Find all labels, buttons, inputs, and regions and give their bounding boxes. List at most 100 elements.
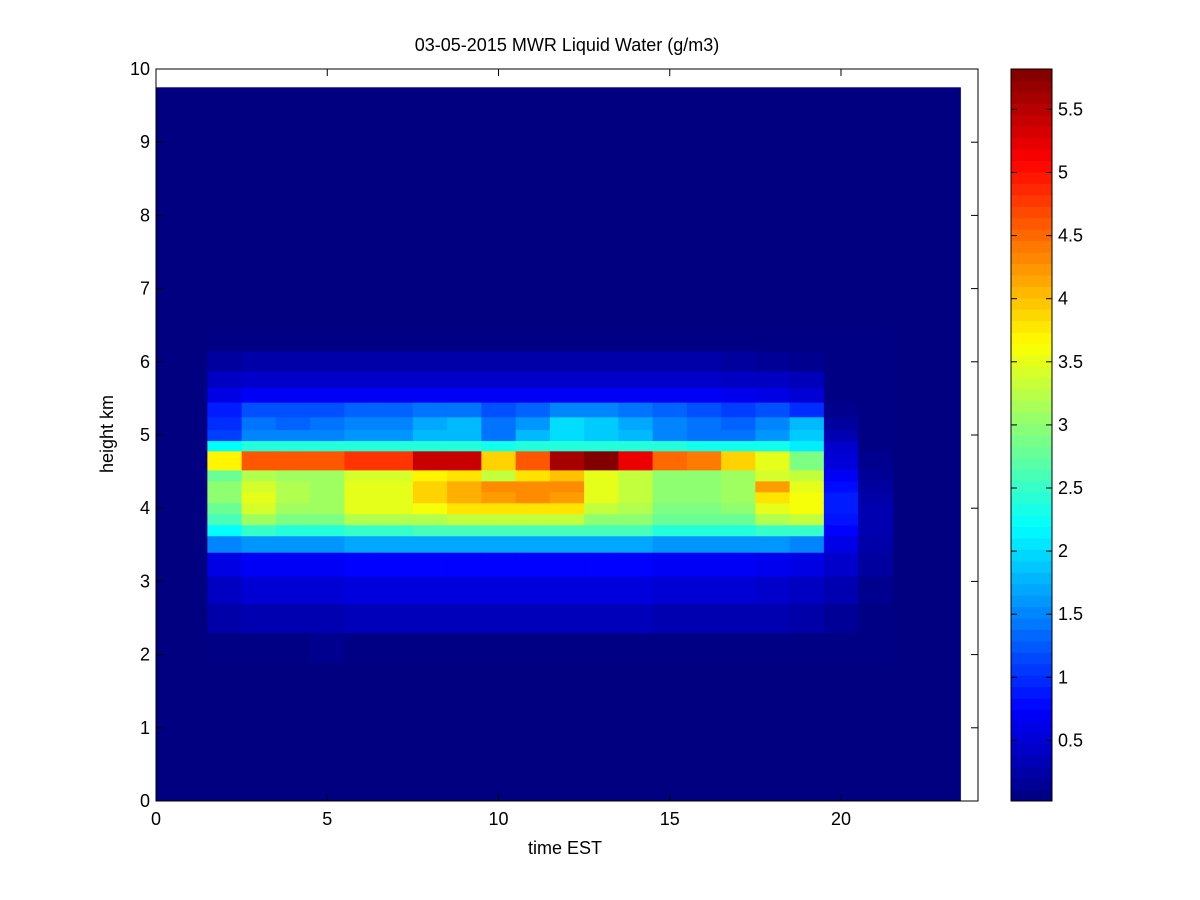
heatmap-cell [721, 575, 756, 604]
heatmap-cell [412, 387, 448, 403]
heatmap-cell [412, 603, 448, 634]
heatmap-cell [481, 513, 517, 526]
heatmap-cell [447, 429, 482, 442]
colorbar-swatch [1011, 663, 1052, 676]
heatmap-cell [549, 429, 585, 442]
x-tick-label: 20 [831, 809, 851, 829]
heatmap-cell [755, 603, 791, 634]
heatmap-cell [207, 328, 243, 352]
heatmap-cell [481, 603, 517, 634]
colorbar-tick-label: 5 [1058, 162, 1068, 182]
heatmap-cell [686, 370, 722, 389]
heatmap-cell [310, 502, 345, 515]
heatmap-cell [686, 575, 722, 604]
heatmap-cell [858, 575, 893, 604]
heatmap-cell [481, 502, 517, 515]
heatmap-cell [584, 416, 619, 431]
colorbar-swatch [1011, 480, 1052, 493]
heatmap-cell [549, 535, 585, 553]
heatmap-cell [789, 370, 825, 389]
y-tick-label: 4 [140, 498, 150, 518]
heatmap-cell [789, 552, 825, 577]
heatmap-cell [755, 552, 791, 577]
heatmap-cell [207, 387, 243, 403]
colorbar [1011, 69, 1052, 802]
heatmap-cell [584, 429, 619, 442]
heatmap-cell [207, 429, 243, 442]
heatmap-cell [584, 402, 619, 418]
heatmap-cell [207, 524, 243, 537]
heatmap-cell [721, 350, 756, 372]
heatmap-cell [549, 513, 585, 526]
y-tick-label: 5 [140, 425, 150, 445]
heatmap-cell [652, 502, 688, 515]
heatmap-cell [789, 387, 825, 403]
heatmap-cell [549, 387, 585, 403]
heatmap-cell [412, 328, 448, 352]
heatmap-cell [858, 350, 893, 372]
heatmap-cell [241, 416, 277, 431]
heatmap-cell [652, 524, 688, 537]
heatmap-cell [241, 328, 277, 352]
colorbar-tick-label: 3 [1058, 415, 1068, 435]
colorbar-swatch [1011, 583, 1052, 596]
heatmap-cell [241, 429, 277, 442]
heatmap-cell [310, 575, 345, 604]
heatmap-cell [207, 480, 243, 493]
heatmap-cell [755, 402, 791, 418]
colorbar-tick-label: 5.5 [1058, 99, 1083, 119]
colorbar-swatch [1011, 549, 1052, 562]
heatmap-cell [721, 429, 756, 442]
heatmap-cell [721, 450, 756, 461]
heatmap-cell [241, 459, 277, 471]
heatmap-cell [412, 402, 448, 418]
colorbar-swatch [1011, 652, 1052, 665]
colorbar-tick-label: 4.5 [1058, 226, 1083, 246]
heatmap-cell [207, 450, 243, 461]
heatmap-cell [447, 603, 482, 634]
heatmap-cell [344, 524, 380, 537]
heatmap-cell [241, 350, 277, 372]
y-tick-label: 10 [130, 59, 150, 79]
colorbar-swatch [1011, 91, 1052, 104]
heatmap-cell [549, 469, 585, 482]
colorbar-swatch [1011, 400, 1052, 413]
colorbar-swatch [1011, 137, 1052, 150]
colorbar-swatch [1011, 457, 1052, 470]
colorbar-swatch [1011, 194, 1052, 207]
heatmap-cell [344, 370, 380, 389]
heatmap-cell [412, 370, 448, 389]
heatmap-cell [481, 632, 517, 663]
heatmap-cell [207, 440, 243, 452]
colorbar-swatch [1011, 526, 1052, 539]
heatmap-cell [549, 416, 585, 431]
colorbar-swatch [1011, 720, 1052, 733]
heatmap-cell [686, 603, 722, 634]
heatmap-cell [652, 469, 688, 482]
heatmap-cell [858, 502, 893, 515]
heatmap-cell [447, 632, 482, 663]
heatmap-cell [858, 450, 893, 461]
heatmap-cell [549, 480, 585, 493]
heatmap-cell [686, 632, 722, 663]
heatmap-cell [344, 513, 380, 526]
heatmap-cell [721, 603, 756, 634]
heatmap-cell [823, 502, 859, 515]
colorbar-swatch [1011, 149, 1052, 161]
heatmap-cell [823, 429, 859, 442]
heatmap-cell [755, 450, 791, 461]
heatmap-cell [686, 350, 722, 372]
heatmap-cell [549, 632, 585, 663]
heatmap-cell [721, 416, 756, 431]
heatmap-cell [549, 440, 585, 452]
heatmap-cell [721, 513, 756, 526]
heatmap-cell [310, 440, 345, 452]
heatmap-cell [310, 429, 345, 442]
heatmap-cell [344, 440, 380, 452]
heatmap-cell [275, 387, 311, 403]
heatmap-cell [549, 552, 585, 577]
heatmap-cell [823, 328, 859, 352]
heatmap-cell [549, 575, 585, 604]
heatmap-cell [310, 513, 345, 526]
colorbar-swatch [1011, 183, 1052, 196]
